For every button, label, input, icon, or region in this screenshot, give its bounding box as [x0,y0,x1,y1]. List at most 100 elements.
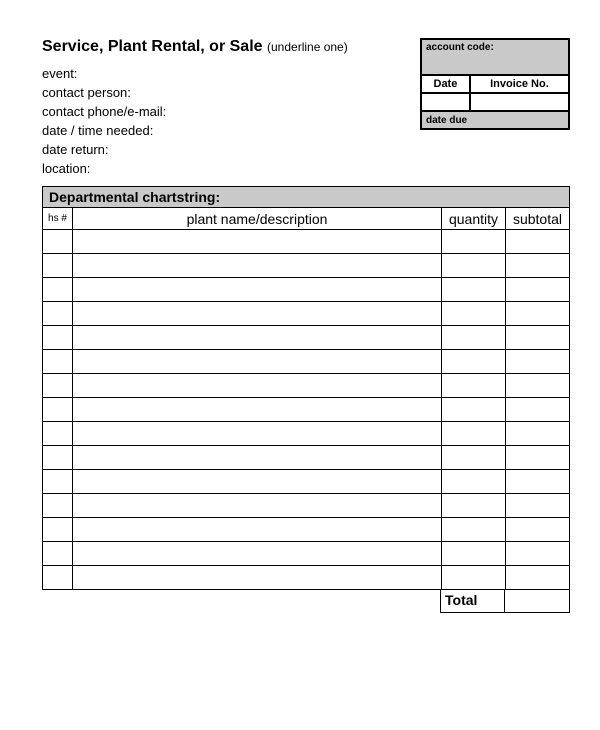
table-cell[interactable] [43,446,73,470]
table-row [43,422,570,446]
field-location[interactable]: location: [42,161,410,176]
table-cell[interactable] [73,302,442,326]
table-row [43,278,570,302]
total-value[interactable] [505,590,569,612]
table-cell[interactable] [506,230,570,254]
table-cell[interactable] [506,518,570,542]
col-subtotal: subtotal [506,208,570,230]
table-cell[interactable] [73,398,442,422]
table-cell[interactable] [43,470,73,494]
form-title: Service, Plant Rental, or Sale (underlin… [42,38,410,56]
date-header: Date [421,75,470,93]
table-cell[interactable] [442,470,506,494]
field-event[interactable]: event: [42,66,410,81]
table-row [43,254,570,278]
table-cell[interactable] [442,566,506,590]
table-cell[interactable] [43,566,73,590]
table-cell[interactable] [73,494,442,518]
table-cell[interactable] [506,254,570,278]
total-box: Total [440,590,570,613]
field-date-time[interactable]: date / time needed: [42,123,410,138]
table-row [43,326,570,350]
table-cell[interactable] [506,470,570,494]
col-hs: hs # [43,208,73,230]
table-cell[interactable] [73,566,442,590]
table-cell[interactable] [43,302,73,326]
table-cell[interactable] [506,422,570,446]
table-cell[interactable] [43,374,73,398]
field-contact-person[interactable]: contact person: [42,85,410,100]
table-cell[interactable] [73,374,442,398]
invoice-value[interactable] [470,93,569,111]
invoice-header: Invoice No. [470,75,569,93]
dept-chartstring-header[interactable]: Departmental chartstring: [43,187,570,208]
table-cell[interactable] [442,254,506,278]
table-cell[interactable] [442,446,506,470]
table-cell[interactable] [73,446,442,470]
col-description: plant name/description [73,208,442,230]
table-cell[interactable] [506,374,570,398]
table-cell[interactable] [442,518,506,542]
table-cell[interactable] [43,494,73,518]
date-value[interactable] [421,93,470,111]
table-cell[interactable] [506,326,570,350]
table-cell[interactable] [506,302,570,326]
table-cell[interactable] [506,494,570,518]
total-label: Total [441,590,505,612]
account-info-box: account code: Date Invoice No. date due [420,38,570,130]
table-row [43,566,570,590]
table-cell[interactable] [442,398,506,422]
date-due-cell[interactable]: date due [421,111,569,129]
table-row [43,518,570,542]
table-cell[interactable] [43,230,73,254]
table-cell[interactable] [506,566,570,590]
table-cell[interactable] [442,494,506,518]
field-date-return[interactable]: date return: [42,142,410,157]
table-cell[interactable] [73,326,442,350]
table-cell[interactable] [506,398,570,422]
table-cell[interactable] [442,302,506,326]
table-row [43,302,570,326]
col-quantity: quantity [442,208,506,230]
title-hint: (underline one) [267,40,348,54]
table-cell[interactable] [442,542,506,566]
table-cell[interactable] [442,350,506,374]
table-cell[interactable] [43,254,73,278]
table-cell[interactable] [73,422,442,446]
title-main: Service, Plant Rental, or Sale [42,38,263,55]
line-items-table: Departmental chartstring: hs # plant nam… [42,186,570,590]
table-cell[interactable] [73,542,442,566]
table-cell[interactable] [442,374,506,398]
table-row [43,398,570,422]
table-cell[interactable] [73,278,442,302]
table-row [43,542,570,566]
table-cell[interactable] [43,278,73,302]
table-cell[interactable] [43,422,73,446]
table-cell[interactable] [442,422,506,446]
table-row [43,350,570,374]
table-cell[interactable] [73,254,442,278]
table-cell[interactable] [442,230,506,254]
table-cell[interactable] [73,230,442,254]
account-code-cell[interactable]: account code: [421,39,569,75]
table-cell[interactable] [43,398,73,422]
table-row [43,230,570,254]
table-row [43,374,570,398]
table-cell[interactable] [73,350,442,374]
table-cell[interactable] [73,470,442,494]
table-cell[interactable] [43,326,73,350]
table-cell[interactable] [506,446,570,470]
table-row [43,494,570,518]
table-cell[interactable] [73,518,442,542]
table-cell[interactable] [442,326,506,350]
table-cell[interactable] [442,278,506,302]
table-row [43,446,570,470]
table-row [43,470,570,494]
table-cell[interactable] [43,350,73,374]
table-cell[interactable] [506,350,570,374]
table-cell[interactable] [506,278,570,302]
table-cell[interactable] [43,542,73,566]
field-contact-phone[interactable]: contact phone/e-mail: [42,104,410,119]
table-cell[interactable] [43,518,73,542]
table-cell[interactable] [506,542,570,566]
